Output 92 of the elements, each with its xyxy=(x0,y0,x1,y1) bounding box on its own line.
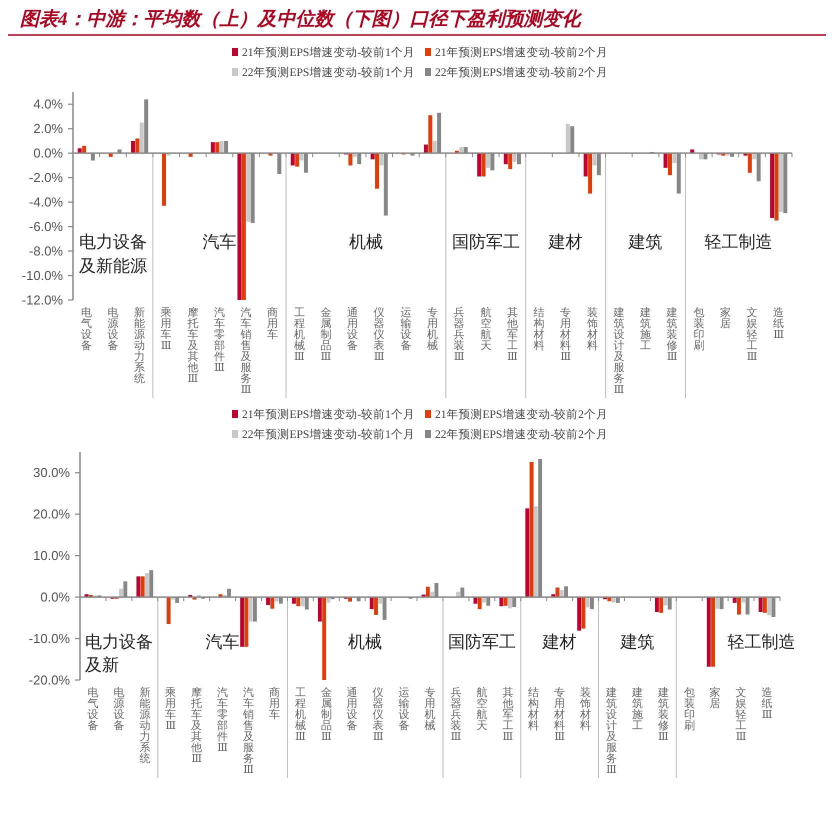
annotation: 轻工制造 xyxy=(728,632,796,652)
annotation: 建筑 xyxy=(628,232,663,252)
x-tick-label: 运输设备 xyxy=(400,306,412,352)
annotation: 机械 xyxy=(348,232,383,252)
annotation: 建材 xyxy=(548,232,583,252)
x-tick-label: 航空航天 xyxy=(476,686,488,732)
x-tick-label: 包装印刷 xyxy=(693,307,704,352)
legend-label: 21年预测EPS增速变动-较前1个月 xyxy=(242,45,415,59)
x-tick-label: 电源设备 xyxy=(107,306,118,352)
x-tick-label: 文娱轻工Ⅲ xyxy=(736,686,747,743)
y-tick-label: 4.0% xyxy=(33,96,64,112)
y-tick-label: 20.0% xyxy=(33,506,70,522)
x-tick-label: 专用机械 xyxy=(424,686,436,732)
annotation: 汽车 xyxy=(206,632,240,652)
legend-label: 22年预测EPS增速变动-较前1个月 xyxy=(242,65,415,79)
x-tick-label: 专用材料Ⅲ xyxy=(559,306,572,363)
annotation: 国防军工 xyxy=(452,232,520,252)
y-tick-label: -12.0% xyxy=(22,292,64,308)
x-tick-label: 工程机械Ⅲ xyxy=(294,307,305,363)
x-tick-label: 汽车销售及服务Ⅲ xyxy=(242,687,254,776)
y-tick-label: -10.0% xyxy=(28,631,70,646)
x-tick-label: 结构材料 xyxy=(527,686,540,732)
y-tick-label: 30.0% xyxy=(33,465,70,480)
x-tick-label: 兵器兵装Ⅲ xyxy=(454,306,465,363)
x-tick-label: 金属制品Ⅲ xyxy=(320,687,332,743)
x-tick-label: 仪器仪表Ⅲ xyxy=(374,307,385,363)
x-tick-label: 汽车零部件Ⅲ xyxy=(214,307,225,374)
x-tick-label: 摩托车及其他Ⅲ xyxy=(186,306,198,385)
x-tick-label: 建筑设计及服务Ⅲ xyxy=(612,306,624,396)
x-tick-label: 兵器兵装Ⅲ xyxy=(450,686,462,743)
x-tick-label: 通用设备 xyxy=(346,686,358,732)
x-tick-label: 新能源动力系统 xyxy=(134,306,146,385)
x-tick-label: 商用车 xyxy=(267,306,278,341)
legend-label: 21年预测EPS增速变动-较前2个月 xyxy=(435,45,608,59)
y-tick-label: 0.0% xyxy=(40,590,70,605)
x-tick-label: 建筑施工 xyxy=(630,686,643,732)
y-tick-label: -4.0% xyxy=(29,194,64,210)
x-tick-label: 装饰材料 xyxy=(579,686,592,732)
y-tick-label: -8.0% xyxy=(29,244,64,259)
annotation: 机械 xyxy=(348,632,382,652)
annotation: 电力设备及新能源 xyxy=(78,232,147,276)
x-tick-label: 建筑施工 xyxy=(639,306,652,352)
legend-label: 22年预测EPS增速变动-较前2个月 xyxy=(435,65,608,79)
x-tick-label: 电源设备 xyxy=(113,686,124,732)
y-tick-label: -6.0% xyxy=(29,219,64,234)
annotation: 电力设备及新 xyxy=(84,632,153,674)
x-tick-label: 造纸Ⅲ xyxy=(762,686,773,721)
x-tick-label: 摩托车及其他Ⅲ xyxy=(190,686,202,765)
x-tick-label: 建筑设计及服务Ⅲ xyxy=(604,686,617,776)
annotation: 建筑 xyxy=(619,632,654,652)
y-tick-label: 0.0% xyxy=(33,146,64,161)
x-tick-label: 造纸Ⅲ xyxy=(773,306,784,341)
x-tick-label: 通用设备 xyxy=(347,306,358,352)
annotation: 国防军工 xyxy=(448,632,516,652)
x-tick-label: 家居 xyxy=(710,686,721,710)
x-tick-label: 结构材料 xyxy=(532,306,545,352)
x-tick-label: 电气设备 xyxy=(80,306,92,352)
x-tick-label: 商用车 xyxy=(268,686,280,721)
x-tick-label: 运输设备 xyxy=(398,686,410,732)
annotation: 轻工制造 xyxy=(704,232,773,252)
y-tick-label: -2.0% xyxy=(29,170,64,186)
x-tick-label: 文娱轻工Ⅲ xyxy=(746,306,758,363)
x-tick-label: 建筑装修Ⅲ xyxy=(656,686,669,743)
x-tick-label: 专用机械 xyxy=(427,306,438,352)
x-tick-label: 仪器仪表Ⅲ xyxy=(372,687,384,743)
legend-label: 22年预测EPS增速变动-较前2个月 xyxy=(435,427,608,441)
legend-label: 21年预测EPS增速变动-较前2个月 xyxy=(435,407,608,421)
x-tick-label: 装饰材料 xyxy=(586,306,598,352)
y-tick-label: -10.0% xyxy=(22,268,64,284)
x-tick-label: 汽车销售及服务Ⅲ xyxy=(240,307,252,396)
x-tick-label: 金属制品Ⅲ xyxy=(320,307,332,363)
y-tick-label: -20.0% xyxy=(28,672,70,688)
x-tick-label: 建筑装修Ⅲ xyxy=(666,306,678,363)
x-tick-label: 电气设备 xyxy=(87,686,98,732)
x-tick-label: 乘用车Ⅲ xyxy=(165,686,176,732)
x-tick-label: 乘用车Ⅲ xyxy=(160,306,172,352)
x-tick-label: 其他军工Ⅲ xyxy=(502,686,514,743)
y-tick-label: 10.0% xyxy=(33,548,70,564)
x-tick-label: 新能源动力系统 xyxy=(139,686,150,765)
annotation: 建材 xyxy=(542,632,577,652)
x-tick-label: 包装印刷 xyxy=(684,687,695,732)
x-tick-label: 专用材料Ⅲ xyxy=(553,686,566,743)
x-tick-label: 航空航天 xyxy=(480,306,492,352)
y-tick-label: 2.0% xyxy=(33,121,64,136)
x-tick-label: 汽车零部件Ⅲ xyxy=(217,687,228,754)
x-tick-label: 工程机械Ⅲ xyxy=(294,687,306,743)
legend-label: 22年预测EPS增速变动-较前1个月 xyxy=(242,427,415,441)
x-tick-label: 家居 xyxy=(720,306,731,330)
x-tick-label: 其他军工Ⅲ xyxy=(506,306,518,363)
annotation: 汽车 xyxy=(202,232,236,252)
chart-title: 图表4：中游：平均数（上）及中位数（下图）口径下盈利预测变化 xyxy=(20,8,582,30)
legend-label: 21年预测EPS增速变动-较前1个月 xyxy=(242,407,415,421)
